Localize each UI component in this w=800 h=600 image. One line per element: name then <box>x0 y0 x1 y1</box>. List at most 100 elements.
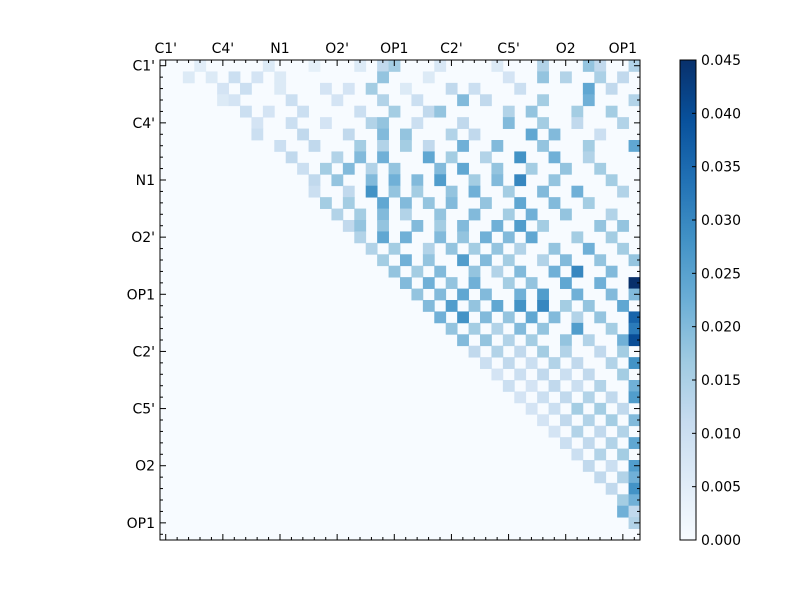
heatmap-cell <box>514 322 527 335</box>
heatmap-cell <box>388 242 401 255</box>
heatmap-cell <box>560 414 572 427</box>
heatmap-cell <box>628 277 641 289</box>
heatmap-cell <box>480 334 492 347</box>
heatmap-cell <box>571 105 584 118</box>
heatmap-cell <box>377 220 389 232</box>
heatmap-cell <box>548 151 561 164</box>
heatmap-cell <box>537 391 549 404</box>
heatmap-cell <box>537 300 549 312</box>
column-tick-label: OP1 <box>609 41 637 57</box>
heatmap-cell <box>571 117 584 129</box>
colorbar <box>680 60 696 540</box>
heatmap-cell <box>194 60 207 72</box>
heatmap-cell <box>354 60 367 72</box>
heatmap-cell <box>617 117 629 129</box>
colorbar-tick-label: 0.015 <box>701 373 741 389</box>
heatmap-cell <box>274 140 287 152</box>
heatmap-cell <box>480 254 492 267</box>
heatmap-cell <box>331 94 344 107</box>
heatmap-cell <box>445 197 458 209</box>
heatmap-cell <box>377 197 389 209</box>
heatmap-cell <box>628 94 641 107</box>
row-tick-label: N1 <box>136 173 155 189</box>
heatmap-cell <box>422 151 435 164</box>
heatmap-cell <box>331 151 344 164</box>
heatmap-cell <box>525 357 538 369</box>
heatmap-cell <box>628 505 641 518</box>
heatmap-cell <box>457 334 469 347</box>
heatmap-cell <box>605 482 618 495</box>
heatmap-cell <box>582 437 595 449</box>
heatmap-cell <box>502 357 515 369</box>
heatmap-cell <box>445 82 458 95</box>
heatmap-cell <box>525 380 538 392</box>
heatmap-cell <box>582 242 595 255</box>
heatmap-cell <box>525 105 538 118</box>
heatmap-cell <box>354 105 367 118</box>
heatmap-cell <box>480 311 492 324</box>
heatmap-cell <box>365 82 378 95</box>
heatmap-cell <box>502 208 515 221</box>
heatmap-cell <box>434 174 447 187</box>
heatmap-cell <box>571 357 584 369</box>
heatmap-cell <box>605 174 618 187</box>
heatmap-cell <box>594 71 607 84</box>
colorbar-tick-label: 0.005 <box>701 480 741 496</box>
heatmap-cell <box>628 334 641 347</box>
column-tick-label: OP1 <box>380 41 408 57</box>
heatmap-cell <box>491 300 504 312</box>
heatmap-cell <box>571 448 584 461</box>
heatmap-cell <box>514 391 527 404</box>
axis-tick-labels: C1' C4' N1 O2' OP1 C2' C5' O2 OP1 C1' C4' N1 O2' OP1 C… <box>127 41 637 532</box>
heatmap-cell <box>342 220 355 232</box>
heatmap-cell <box>571 185 584 198</box>
heatmap-cell <box>320 117 332 129</box>
heatmap-cell <box>422 277 435 289</box>
heatmap-cell <box>582 368 595 381</box>
heatmap-cell <box>548 357 561 369</box>
heatmap-cell <box>422 105 435 118</box>
heatmap-cell <box>240 105 252 118</box>
row-tick-label: C1' <box>132 59 155 75</box>
heatmap-cell <box>617 242 629 255</box>
heatmap-cell <box>445 185 458 198</box>
heatmap-cell <box>537 322 549 335</box>
heatmap-cell <box>331 174 344 187</box>
column-tick-label: C2' <box>440 41 463 57</box>
heatmap-cell <box>388 185 401 198</box>
heatmap-cell <box>571 311 584 324</box>
heatmap-cell <box>331 208 344 221</box>
heatmap-cell <box>445 151 458 164</box>
heatmap-cell <box>468 185 481 198</box>
heatmap-cell <box>502 231 515 244</box>
heatmap-cell <box>605 265 618 278</box>
heatmap-cell <box>457 94 469 107</box>
heatmap-cell <box>628 140 641 152</box>
heatmap-cell <box>342 197 355 209</box>
heatmap-cell <box>445 322 458 335</box>
heatmap-cell <box>445 242 458 255</box>
colorbar-tick-label: 0.025 <box>701 266 741 282</box>
colorbar-tick-label: 0.020 <box>701 320 741 336</box>
heatmap-cell <box>537 140 549 152</box>
heatmap-cell <box>320 162 332 175</box>
heatmap-cell <box>628 494 641 507</box>
heatmap-cell <box>525 311 538 324</box>
heatmap-cell <box>502 277 515 289</box>
heatmap-cell <box>628 482 641 495</box>
heatmap-cell <box>617 185 629 198</box>
heatmap-cell <box>308 185 321 198</box>
heatmap-cell <box>365 174 378 187</box>
heatmap-cell <box>548 311 561 324</box>
heatmap-cell <box>445 300 458 312</box>
heatmap-cell <box>537 60 549 72</box>
heatmap-cell <box>605 231 618 244</box>
heatmap-cell <box>605 322 618 335</box>
heatmap-cell <box>525 231 538 244</box>
heatmap-cell <box>457 117 469 129</box>
heatmap-cell <box>548 425 561 438</box>
colorbar-tick-label: 0.000 <box>701 533 741 549</box>
row-tick-label: C4' <box>132 116 155 132</box>
heatmap-cell <box>228 71 241 84</box>
heatmap-cell <box>400 128 412 141</box>
